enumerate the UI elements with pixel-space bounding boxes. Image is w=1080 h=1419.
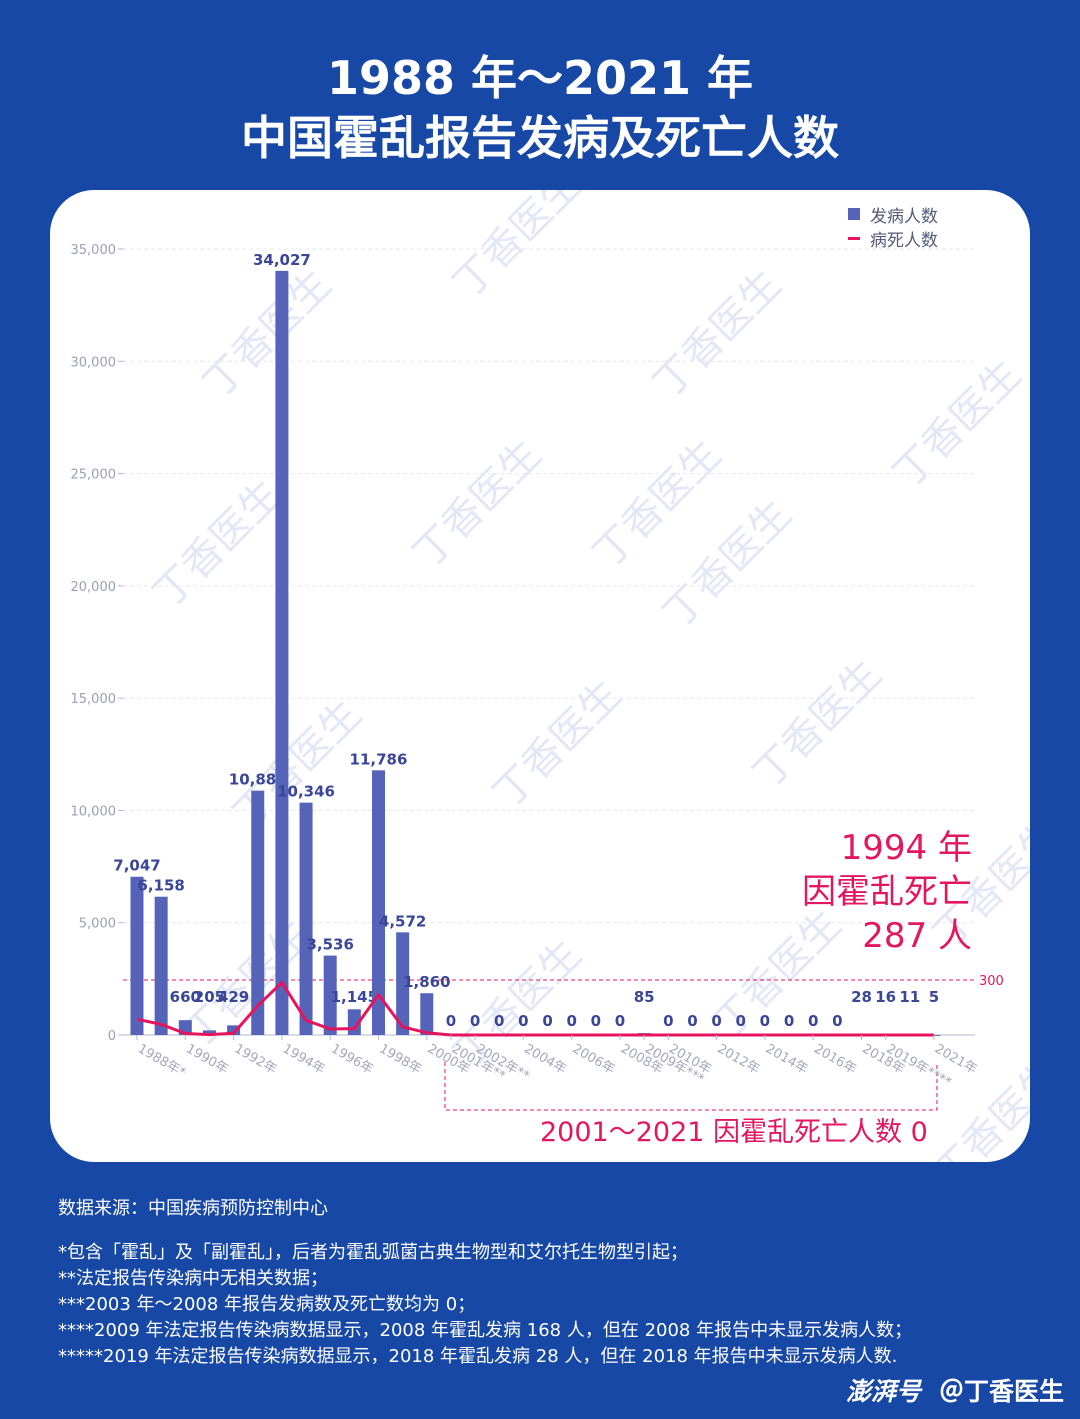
footnote: *包含「霍乱」及「副霍乱」，后者为霍乱弧菌古典生物型和艾尔托生物型引起； — [58, 1242, 688, 1263]
bar-value-label: 1,145 — [331, 988, 378, 1006]
x-tick-label: 1992年 — [232, 1041, 279, 1077]
y-tick-label: 35,000 — [71, 243, 117, 258]
y-tick-label: 25,000 — [71, 468, 117, 483]
x-tick-label: 2012年 — [715, 1041, 762, 1077]
legend: 发病人数 病死人数 — [848, 202, 938, 251]
footnote: *****2019 年法定报告传染病数据显示，2018 年霍乱发病 28 人，但… — [58, 1346, 898, 1367]
bar — [227, 1025, 241, 1035]
footnote: ****2009 年法定报告传染病数据显示，2008 年霍乱发病 168 人，但… — [58, 1320, 913, 1341]
x-tick-label: 1994年 — [280, 1041, 327, 1077]
bar — [275, 270, 289, 1035]
y-tick-label: 0 — [108, 1029, 116, 1044]
bar — [299, 802, 313, 1035]
bar-value-label: 0 — [470, 1012, 480, 1030]
bar-value-label: 0 — [494, 1012, 504, 1030]
bar-value-label: 85 — [634, 988, 655, 1006]
death-1994-line2: 因霍乱死亡 — [802, 872, 972, 912]
chart-title-line1: 1988 年～2021 年 — [326, 51, 754, 105]
bar-value-label: 5 — [929, 988, 939, 1006]
legend-bar-swatch — [848, 208, 860, 220]
bar-value-label: 34,027 — [253, 251, 311, 269]
zero-deaths-bracket — [444, 1062, 938, 1111]
bar-value-label: 0 — [615, 1012, 625, 1030]
bar-value-label: 429 — [218, 988, 249, 1006]
bar — [251, 790, 265, 1035]
death-1994-line3: 287 人 — [862, 916, 972, 956]
x-tick-label: 1988年* — [135, 1041, 188, 1081]
watermark-text: 丁香医生 — [145, 471, 291, 617]
watermark-text: 丁香医生 — [745, 651, 891, 797]
zero-deaths-callout: 2001～2021 因霍乱死亡人数 0 — [540, 1117, 928, 1148]
chart-title-line2: 中国霍乱报告发病及死亡人数 — [241, 111, 839, 165]
reference-label: 300 — [979, 974, 1004, 989]
y-tick-label: 10,000 — [71, 804, 117, 819]
legend-deaths-label: 病死人数 — [870, 230, 938, 251]
bar-value-label: 0 — [542, 1012, 552, 1030]
bar-value-label: 0 — [711, 1012, 721, 1030]
y-tick-label: 30,000 — [71, 355, 117, 370]
platform-logo: 澎湃号 — [845, 1377, 921, 1406]
legend-deaths: 病死人数 — [848, 226, 938, 251]
bar — [130, 876, 144, 1035]
bar-value-label: 0 — [808, 1012, 818, 1030]
bar — [154, 896, 168, 1035]
x-tick-label: 2016年 — [811, 1041, 858, 1077]
bar-value-label: 1,860 — [403, 973, 450, 991]
watermark-text: 丁香医生 — [885, 351, 1030, 497]
bar-value-label: 0 — [591, 1012, 601, 1030]
bar-value-label: 0 — [687, 1012, 697, 1030]
x-tick-label: 1996年 — [328, 1041, 375, 1077]
legend-cases: 发病人数 — [848, 202, 938, 227]
deaths-line — [136, 980, 934, 1037]
x-tick-label: 2014年 — [763, 1041, 810, 1077]
bar — [420, 993, 434, 1035]
chart-card: 丁香医生 丁香医生 丁香医生 丁香医生 丁香医生 丁香医生 丁香医生 丁香医生 丁香医生 丁香医生… — [50, 190, 1030, 1162]
bar-value-label: 10,346 — [277, 783, 335, 801]
account-name: ＠丁香医生 — [938, 1377, 1064, 1406]
bar-value-label: 6,158 — [137, 877, 184, 895]
bar-value-label: 4,572 — [379, 912, 426, 930]
bar-value-label: 16 — [875, 988, 896, 1006]
bar-value-label: 660 — [170, 988, 201, 1006]
bar-value-label: 0 — [518, 1012, 528, 1030]
bar-value-label: 0 — [446, 1012, 456, 1030]
y-tick-label: 5,000 — [79, 917, 116, 932]
watermark-text: 丁香医生 — [405, 431, 551, 577]
bar-value-label: 0 — [663, 1012, 673, 1030]
watermark-text: 丁香医生 — [195, 261, 341, 407]
bar-value-label: 0 — [832, 1012, 842, 1030]
bar-value-label: 0 — [760, 1012, 770, 1030]
watermark-text: 丁香医生 — [645, 261, 791, 407]
bar-value-label: 0 — [736, 1012, 746, 1030]
footnotes: *包含「霍乱」及「副霍乱」，后者为霍乱弧菌古典生物型和艾尔托生物型引起； **法… — [58, 1240, 912, 1370]
y-tick-label: 20,000 — [71, 580, 117, 595]
bar — [372, 770, 385, 1035]
bar-value-label: 3,536 — [306, 936, 353, 954]
bar-value-label: 0 — [566, 1012, 576, 1030]
bar-value-label: 7,047 — [113, 857, 160, 875]
bar-value-label: 28 — [851, 988, 872, 1006]
bar-value-label: 11,786 — [350, 750, 408, 768]
watermark-text: 丁香医生 — [225, 691, 371, 837]
bar-value-label: 11 — [899, 988, 920, 1006]
death-1994-line1: 1994 年 — [840, 828, 972, 868]
data-source: 数据来源：中国疾病预防控制中心 — [58, 1198, 328, 1219]
bar-value-label: 205 — [194, 988, 225, 1006]
x-tick-label: 1998年 — [377, 1041, 424, 1077]
watermark-text: 丁香医生 — [485, 671, 631, 817]
bar — [202, 1030, 216, 1035]
bar-value-label: 10,881 — [229, 771, 287, 789]
brand: 澎湃号 ＠丁香医生 — [846, 1372, 1064, 1408]
bar-value-label: 0 — [784, 1012, 794, 1030]
footnote: ***2003 年～2008 年报告发病数及死亡数均为 0； — [58, 1294, 476, 1315]
bar — [396, 932, 410, 1035]
footnote: **法定报告传染病中无相关数据； — [58, 1268, 328, 1289]
death-1994-callout: 1994 年 因霍乱死亡 287 人 — [802, 826, 972, 958]
legend-line-swatch — [848, 236, 860, 240]
y-tick-label: 15,000 — [71, 692, 117, 707]
legend-cases-label: 发病人数 — [870, 206, 938, 227]
bar — [323, 955, 337, 1035]
x-tick-label: 2006年 — [570, 1041, 617, 1077]
